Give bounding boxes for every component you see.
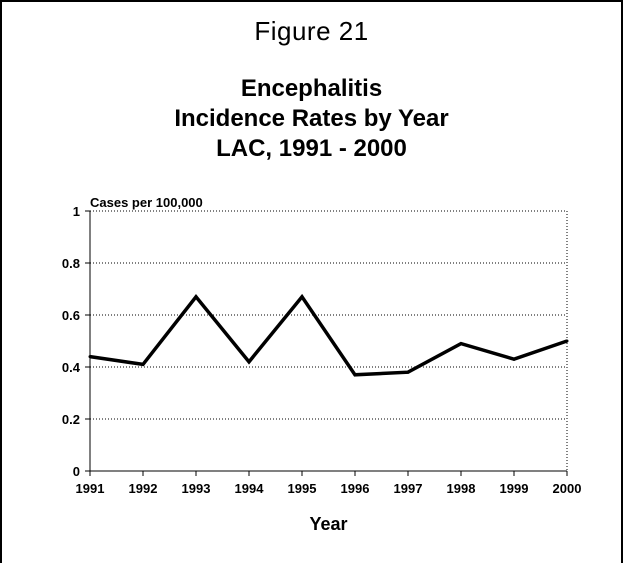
figure-label: Figure 21: [254, 16, 369, 46]
data-point: [300, 295, 304, 299]
data-point: [565, 339, 569, 343]
x-tick-label: 1992: [129, 481, 158, 496]
y-tick-label: 1: [73, 204, 80, 219]
data-point: [406, 370, 410, 374]
data-point: [88, 355, 92, 359]
chart-title-line-1: Encephalitis: [240, 75, 383, 102]
data-point: [353, 373, 357, 377]
y-tick-label: 0.8: [62, 256, 80, 271]
y-tick-label: 0: [73, 464, 80, 479]
x-axis-label: Year: [309, 514, 347, 534]
x-tick-label: 2000: [553, 481, 582, 496]
data-point: [459, 342, 463, 346]
x-tick-label: 1998: [447, 481, 476, 496]
data-point: [512, 357, 516, 361]
x-tick-label: 1993: [182, 481, 211, 496]
y-tick-label: 0.4: [62, 360, 81, 375]
x-tick-label: 1999: [500, 481, 529, 496]
series-line: [89, 293, 568, 377]
data-point: [141, 362, 145, 366]
y-tick-label: 0.6: [62, 308, 80, 323]
x-tick-label: 1995: [288, 481, 317, 496]
chart-title-line-3: LAC, 1991 - 2000: [216, 135, 407, 162]
x-tick-label: 1997: [394, 481, 423, 496]
x-tick-label: 1994: [235, 481, 265, 496]
x-tick-label: 1996: [341, 481, 370, 496]
y-axis-label: Cases per 100,000: [90, 195, 203, 210]
x-tick-label: 1991: [76, 481, 105, 496]
data-point: [247, 360, 251, 364]
chart-title-line-2: Incidence Rates by Year: [174, 105, 449, 132]
data-point: [194, 295, 198, 299]
y-tick-label: 0.2: [62, 412, 80, 427]
